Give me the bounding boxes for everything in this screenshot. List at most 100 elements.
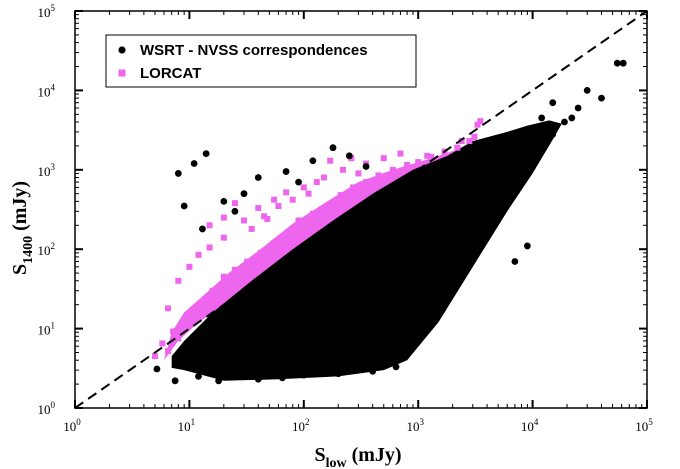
wsrt-point	[183, 360, 191, 368]
wsrt-point	[195, 373, 202, 380]
wsrt-point	[206, 350, 213, 358]
x-tick-label-exponent: 3	[419, 417, 424, 427]
lorcat-point	[309, 210, 316, 217]
lorcat-point	[275, 203, 282, 210]
lorcat-point	[240, 217, 247, 224]
legend-box	[105, 34, 417, 88]
lorcat-point	[206, 244, 213, 251]
wsrt-point	[305, 313, 312, 321]
wsrt-point	[254, 375, 262, 383]
x-tick-labels: 100 101 102 103 104 105	[63, 417, 653, 434]
x-tick-label-exponent: 1	[191, 417, 196, 427]
lorcat-point	[271, 239, 278, 246]
lorcat-point	[170, 328, 177, 335]
x-tick-label: 101	[178, 417, 196, 434]
x-tick-label-base: 10	[635, 419, 648, 434]
lorcat-point	[231, 266, 238, 273]
lorcat-point	[327, 157, 334, 164]
wsrt-point	[362, 163, 370, 170]
lorcat-point	[164, 305, 171, 312]
wsrt-point	[343, 347, 351, 355]
wsrt-point	[402, 345, 410, 353]
y-tick-label-base: 10	[38, 402, 51, 417]
wsrt-point	[153, 365, 161, 373]
wsrt-point	[392, 363, 400, 371]
y-tick-label-base: 10	[38, 84, 51, 99]
legend-label-wsrt: WSRT - NVSS correspondences	[140, 42, 368, 59]
lorcat-point	[474, 121, 481, 128]
lorcat-point	[255, 205, 262, 212]
lorcat-point	[175, 335, 182, 342]
y-tick-label-exponent: 1	[51, 321, 56, 331]
lorcat-point	[186, 311, 193, 318]
wsrt-point	[190, 160, 198, 167]
x-tick-label: 103	[406, 417, 424, 434]
lorcat-point	[181, 319, 188, 326]
y-tick-label-exponent: 0	[51, 400, 56, 410]
wsrt-point	[202, 150, 210, 157]
y-tick-label-base: 10	[38, 243, 51, 258]
wsrt-point	[561, 118, 568, 126]
lorcat-point	[428, 153, 435, 160]
lorcat-point	[454, 144, 461, 151]
wsrt-point	[380, 360, 388, 368]
lorcat-point	[363, 179, 370, 186]
x-axis-title-sub: low	[326, 456, 348, 469]
lorcat-dense-cloud	[164, 131, 478, 361]
wsrt-point	[619, 59, 627, 67]
wsrt-point	[583, 87, 591, 94]
x-tick-label-base: 10	[178, 419, 191, 434]
plot-frame	[74, 10, 648, 409]
y-tick-label-base: 10	[38, 164, 51, 179]
wsrt-point	[511, 258, 519, 265]
wsrt-point	[523, 242, 531, 250]
wsrt-point	[427, 306, 435, 314]
x-tick-label: 104	[521, 417, 539, 434]
wsrt-point	[409, 287, 417, 295]
x-axis-title: Slow (mJy)	[314, 444, 401, 469]
wsrt-point	[278, 374, 286, 382]
legend-marker-lorcat	[118, 69, 126, 77]
y-tick-label: 103	[38, 162, 56, 179]
wsrt-cloud	[171, 120, 562, 381]
y-tick-label-base: 10	[38, 323, 51, 338]
y-tick-label-exponent: 5	[51, 3, 56, 13]
wsrt-point	[225, 360, 232, 368]
wsrt-point	[215, 377, 223, 385]
lorcat-point	[199, 301, 206, 308]
x-tick-label-base: 10	[521, 419, 534, 434]
lorcat-point	[159, 340, 166, 347]
wsrt-point	[295, 178, 302, 186]
x-tick-label-exponent: 0	[76, 417, 81, 427]
wsrt-point	[449, 253, 457, 261]
x-tick-label: 105	[635, 417, 653, 434]
lorcat-point	[305, 190, 312, 197]
y-tick-label-exponent: 2	[51, 241, 56, 251]
wsrt-point	[613, 59, 621, 67]
wsrt-point	[503, 190, 511, 198]
wsrt-point	[354, 341, 362, 349]
y-tick-label: 101	[38, 321, 56, 338]
wsrt-point	[309, 157, 317, 165]
lorcat-point	[289, 196, 296, 203]
lorcat-point	[244, 258, 251, 265]
wsrt-point	[199, 225, 206, 233]
x-axis-title-main: S	[314, 444, 325, 466]
x-tick-label-exponent: 2	[305, 417, 310, 427]
axis-ticks	[74, 10, 648, 409]
wsrt-point	[323, 298, 331, 305]
y-axis-title-main: S	[9, 264, 31, 275]
lorcat-point	[380, 155, 387, 162]
wsrt-point	[174, 170, 182, 177]
wsrt-point	[286, 318, 293, 326]
lorcat-point	[458, 138, 465, 145]
lorcat-point	[151, 353, 158, 360]
legend-marker-wsrt	[118, 46, 126, 54]
lorcat-point	[300, 184, 307, 191]
lorcat-point	[248, 225, 255, 232]
wsrt-point	[289, 340, 297, 347]
wsrt-point	[313, 362, 321, 370]
x-axis-title-unit: (mJy)	[347, 444, 402, 466]
